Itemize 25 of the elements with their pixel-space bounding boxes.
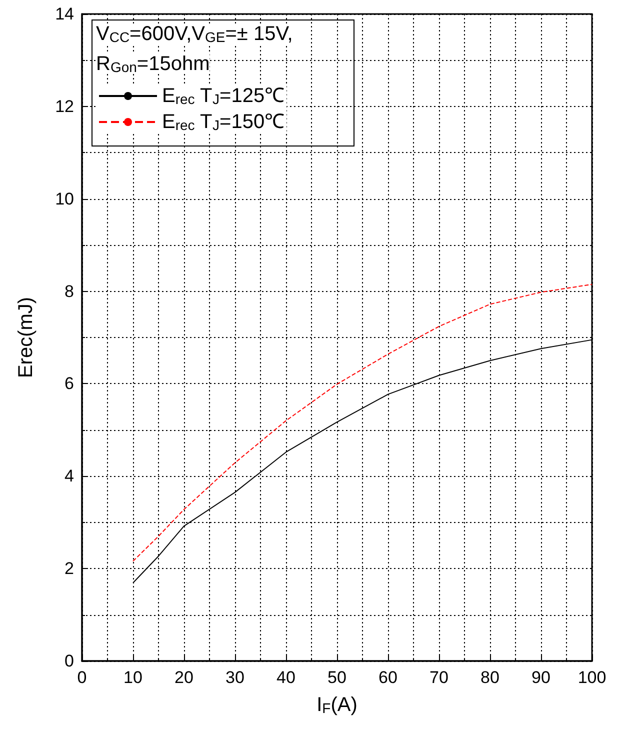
y-tick-label: 12 [55, 96, 74, 116]
y-tick-label: 6 [64, 374, 74, 394]
legend-label: Erec TJ=125℃ [162, 85, 285, 107]
legend-label: Erec TJ=150℃ [162, 111, 285, 133]
x-tick-label: 50 [328, 668, 346, 687]
x-tick-label: 90 [532, 668, 550, 687]
y-tick-label: 8 [64, 282, 74, 301]
y-tick-label: 2 [64, 559, 74, 578]
x-tick-label: 60 [378, 668, 398, 687]
x-tick-label: 20 [174, 668, 194, 687]
x-axis-title: IF(A) [316, 694, 358, 716]
x-tick-label: 10 [124, 668, 142, 687]
x-tick-label: 0 [77, 668, 87, 687]
x-tick-label: 40 [276, 668, 296, 687]
y-tick-label: 10 [55, 189, 74, 208]
line-series [132, 284, 592, 562]
x-tick-label: 30 [226, 668, 244, 687]
y-tick-label: 0 [64, 652, 74, 670]
y-axis-title: Erec(mJ) [15, 296, 37, 378]
y-tick-label: 4 [64, 466, 74, 486]
x-tick-label: 80 [480, 668, 500, 687]
text: VCC=600V,VGE=± 15V, RGon=15ohm [96, 23, 293, 75]
x-tick-label: 70 [430, 668, 448, 687]
y-tick-label: 14 [55, 4, 74, 24]
x-tick-label: 100 [578, 668, 606, 687]
